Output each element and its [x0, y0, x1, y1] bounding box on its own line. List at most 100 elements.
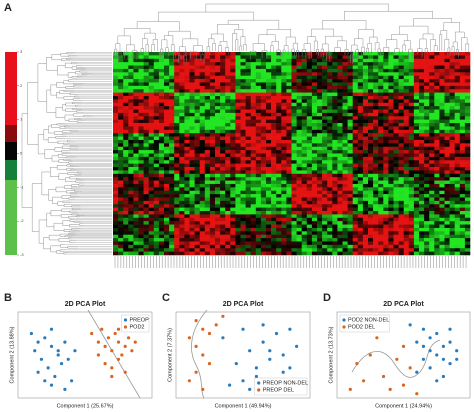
heatmap-cell — [255, 146, 262, 151]
heatmap-cell — [118, 82, 124, 87]
heatmap-cell — [373, 200, 379, 205]
heatmap-cell — [322, 248, 328, 252]
heatmap-cell — [429, 160, 435, 164]
heatmap-cell — [194, 123, 200, 127]
heatmap-cell — [403, 211, 410, 215]
heatmap-cell — [286, 116, 292, 120]
heatmap-cell — [449, 173, 455, 178]
heatmap-cell — [388, 197, 394, 202]
heatmap-cell — [230, 62, 236, 66]
heatmap-cell — [255, 183, 262, 188]
heatmap-cell — [373, 180, 379, 185]
heatmap-cell — [357, 217, 364, 222]
heatmap-cell — [118, 217, 124, 222]
heatmap-cell — [449, 231, 455, 235]
heatmap-cell — [240, 126, 246, 131]
heatmap-cell — [296, 75, 302, 80]
heatmap-cell — [240, 99, 246, 104]
heatmap-cell — [388, 153, 394, 158]
heatmap-cell — [118, 65, 124, 70]
heatmap-cell — [357, 99, 364, 104]
colorbar-tick-label: -1 — [20, 184, 24, 189]
heatmap-cell — [317, 65, 323, 70]
heatmap-cell — [118, 221, 124, 225]
heatmap-cell — [311, 72, 318, 76]
heatmap-cell — [419, 133, 425, 137]
heatmap-cell — [260, 248, 267, 252]
heatmap-cell — [286, 92, 292, 97]
heatmap-cell — [342, 194, 348, 198]
heatmap-cell — [403, 231, 410, 235]
heatmap-cell — [342, 190, 348, 195]
heatmap-cell — [357, 160, 364, 164]
heatmap-cell — [403, 167, 410, 171]
heatmap-cell — [133, 58, 139, 63]
heatmap-cell — [123, 119, 129, 124]
heatmap-cell — [398, 187, 404, 192]
heatmap-cell — [291, 129, 297, 134]
heatmap-cell — [138, 194, 144, 198]
heatmap-cell — [362, 89, 369, 93]
point — [281, 353, 285, 357]
heatmap-cell — [368, 173, 374, 178]
heatmap-cell — [337, 248, 343, 252]
heatmap-cell — [133, 153, 139, 158]
heatmap-cell — [357, 109, 364, 114]
heatmap-cell — [439, 112, 445, 117]
heatmap-cell — [429, 227, 435, 232]
heatmap-cell — [413, 207, 420, 212]
heatmap-cell — [138, 116, 144, 120]
heatmap-cell — [286, 102, 292, 107]
heatmap-cell — [250, 139, 257, 144]
heatmap-cell — [317, 170, 323, 175]
heatmap-cell — [281, 207, 287, 212]
heatmap-cell — [179, 183, 185, 188]
heatmap-cell — [337, 116, 343, 120]
heatmap-cell — [169, 112, 175, 117]
heatmap-cell — [291, 200, 297, 205]
heatmap-cell — [306, 170, 313, 175]
heatmap-cell — [449, 170, 455, 175]
heatmap-cell — [158, 79, 165, 83]
heatmap-cell — [342, 95, 348, 100]
heatmap-cell — [317, 244, 323, 249]
heatmap-cell — [153, 99, 160, 104]
heatmap-cell — [398, 227, 404, 232]
heatmap-cell — [174, 248, 180, 252]
heatmap-cell — [429, 244, 435, 249]
legend-label: PREOP NON-DEL — [263, 380, 308, 386]
heatmap-cell — [158, 116, 165, 120]
heatmap-cell — [255, 55, 262, 60]
heatmap-cell — [459, 106, 466, 110]
heatmap-cell — [413, 224, 420, 229]
heatmap-cell — [128, 241, 134, 246]
heatmap-cell — [429, 112, 435, 117]
heatmap-cell — [408, 167, 415, 171]
heatmap-cell — [317, 153, 323, 158]
heatmap-cell — [250, 156, 257, 161]
heatmap-cell — [255, 89, 262, 93]
heatmap-cell — [184, 106, 190, 110]
heatmap-cell — [296, 133, 302, 137]
heatmap-cell — [383, 95, 389, 100]
heatmap-cell — [209, 200, 216, 205]
heatmap-cell — [362, 102, 369, 107]
heatmap-cell — [464, 238, 471, 242]
heatmap-cell — [148, 102, 155, 107]
heatmap-cell — [347, 139, 353, 144]
dendro-branch — [69, 210, 78, 213]
heatmap-cell — [255, 153, 262, 158]
heatmap-cell — [337, 95, 343, 100]
point — [207, 362, 212, 366]
heatmap-cell — [276, 79, 282, 83]
heatmap-cell — [388, 214, 394, 219]
heatmap-cell — [424, 65, 430, 70]
heatmap-cell — [373, 133, 379, 137]
heatmap-cell — [368, 58, 374, 63]
heatmap-cell — [118, 241, 124, 246]
heatmap-cell — [383, 177, 389, 181]
heatmap-cell — [235, 79, 241, 83]
point — [428, 366, 432, 370]
heatmap-cell — [327, 95, 333, 100]
heatmap-cell — [113, 221, 119, 225]
